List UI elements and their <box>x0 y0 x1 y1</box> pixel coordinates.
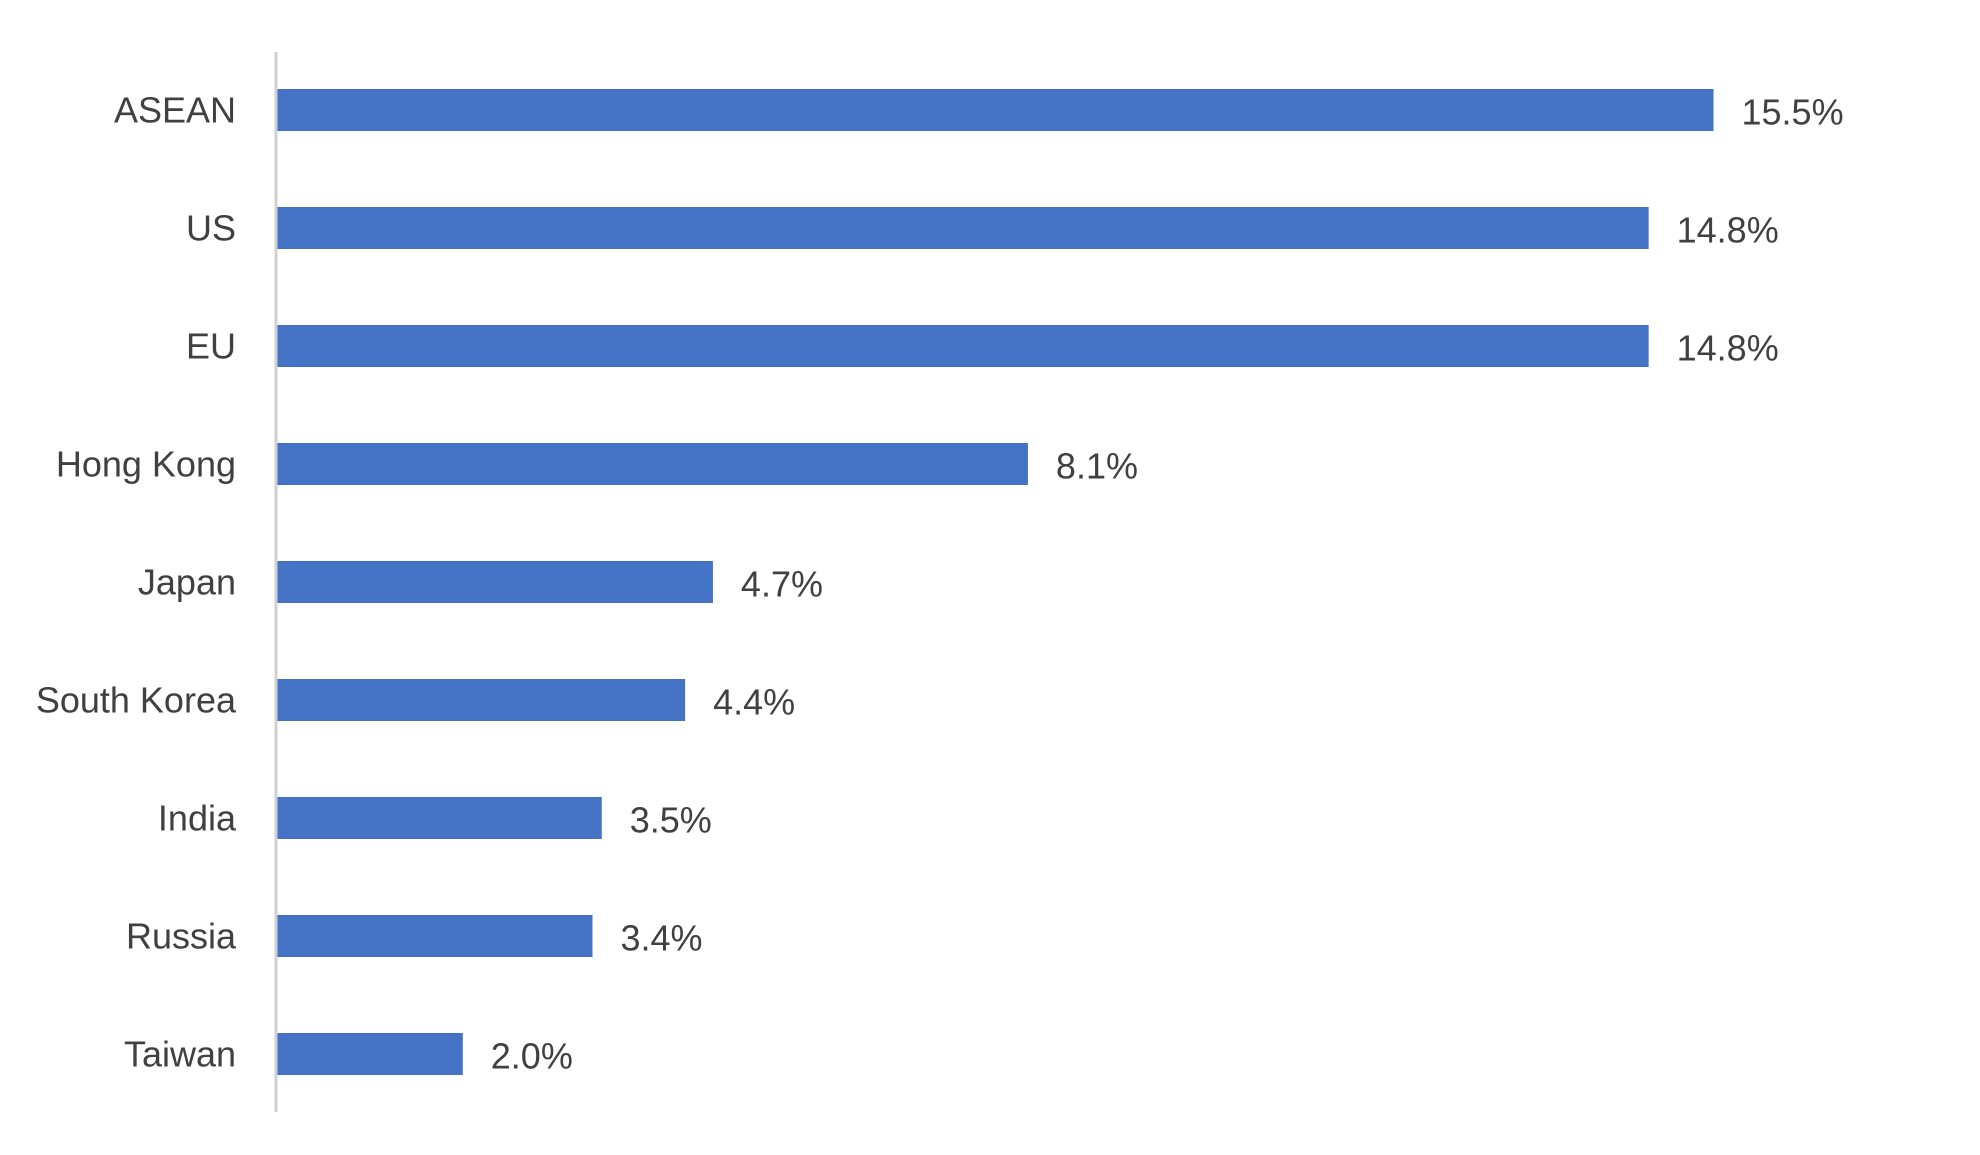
category-label-japan: Japan <box>138 562 236 603</box>
data-label-india: 3.5% <box>630 800 712 841</box>
bar-india <box>277 797 602 839</box>
data-label-eu: 14.8% <box>1677 328 1779 369</box>
category-label-south-korea: South Korea <box>36 680 237 721</box>
value-labels-group: 15.5% 14.8% 14.8% 8.1% 4.7% 4.4% 3.5% 3.4% 2.0% <box>491 92 1844 1077</box>
bar-us <box>277 207 1649 249</box>
category-label-hong-kong: Hong Kong <box>56 444 236 485</box>
data-label-us: 14.8% <box>1677 210 1779 251</box>
bars-group <box>277 89 1714 1075</box>
bar-eu <box>277 325 1649 367</box>
category-label-asean: ASEAN <box>114 90 236 131</box>
bar-taiwan <box>277 1033 463 1075</box>
data-label-hong-kong: 8.1% <box>1056 446 1138 487</box>
category-label-taiwan: Taiwan <box>124 1034 236 1075</box>
data-label-taiwan: 2.0% <box>491 1036 573 1077</box>
data-label-south-korea: 4.4% <box>713 682 795 723</box>
data-label-russia: 3.4% <box>620 918 702 959</box>
bar-asean <box>277 89 1714 131</box>
category-label-eu: EU <box>186 326 236 367</box>
data-label-asean: 15.5% <box>1742 92 1844 133</box>
data-label-japan: 4.7% <box>741 564 823 605</box>
bar-south-korea <box>277 679 686 721</box>
bar-hong-kong <box>277 443 1028 485</box>
category-label-india: India <box>158 798 237 839</box>
bar-russia <box>277 915 593 957</box>
category-label-us: US <box>186 208 236 249</box>
category-label-russia: Russia <box>126 916 237 957</box>
bar-japan <box>277 561 713 603</box>
category-labels-group: ASEAN US EU Hong Kong Japan South Korea India R… <box>36 90 237 1075</box>
